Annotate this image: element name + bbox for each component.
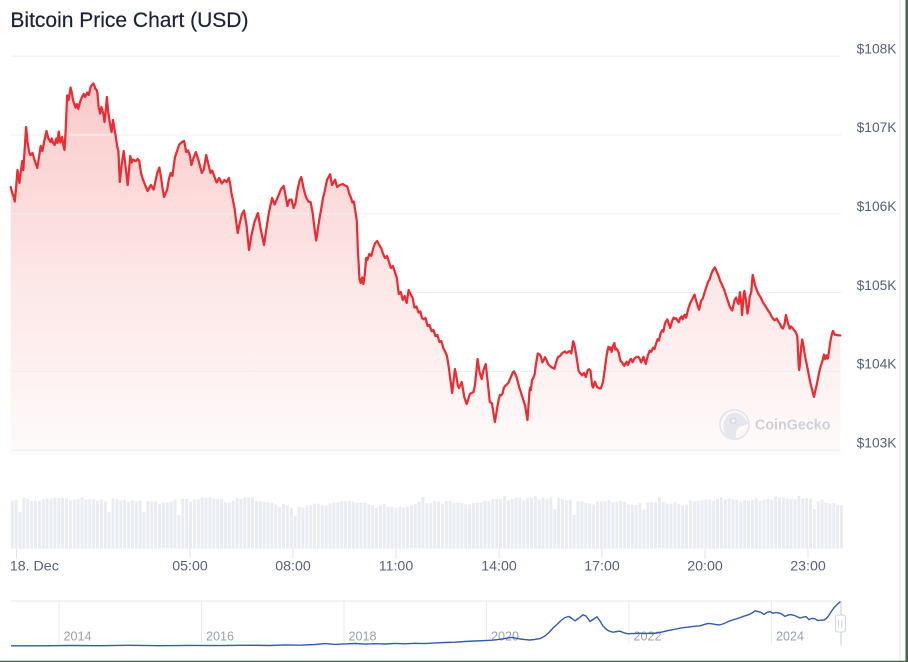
svg-text:05:00: 05:00	[172, 559, 208, 575]
svg-text:2024: 2024	[776, 630, 804, 644]
svg-text:2014: 2014	[64, 630, 92, 644]
svg-text:2020: 2020	[491, 630, 519, 644]
svg-text:20:00: 20:00	[687, 559, 723, 575]
svg-text:23:00: 23:00	[790, 559, 826, 575]
svg-text:2022: 2022	[634, 630, 662, 644]
svg-text:$105K: $105K	[857, 278, 898, 293]
svg-text:17:00: 17:00	[584, 559, 620, 575]
svg-text:2016: 2016	[206, 630, 234, 644]
svg-text:Bitcoin Price Chart (USD): Bitcoin Price Chart (USD)	[10, 9, 248, 32]
svg-text:18. Dec: 18. Dec	[10, 559, 59, 575]
svg-text:2018: 2018	[349, 630, 377, 644]
svg-text:$104K: $104K	[857, 357, 898, 372]
svg-text:08:00: 08:00	[275, 559, 311, 575]
svg-text:$106K: $106K	[857, 199, 898, 214]
svg-text:14:00: 14:00	[481, 559, 517, 575]
svg-text:11:00: 11:00	[379, 559, 414, 575]
svg-text:CoinGecko: CoinGecko	[755, 418, 831, 434]
svg-text:$107K: $107K	[857, 120, 898, 135]
svg-text:$108K: $108K	[857, 41, 898, 56]
svg-text:$103K: $103K	[857, 435, 898, 450]
